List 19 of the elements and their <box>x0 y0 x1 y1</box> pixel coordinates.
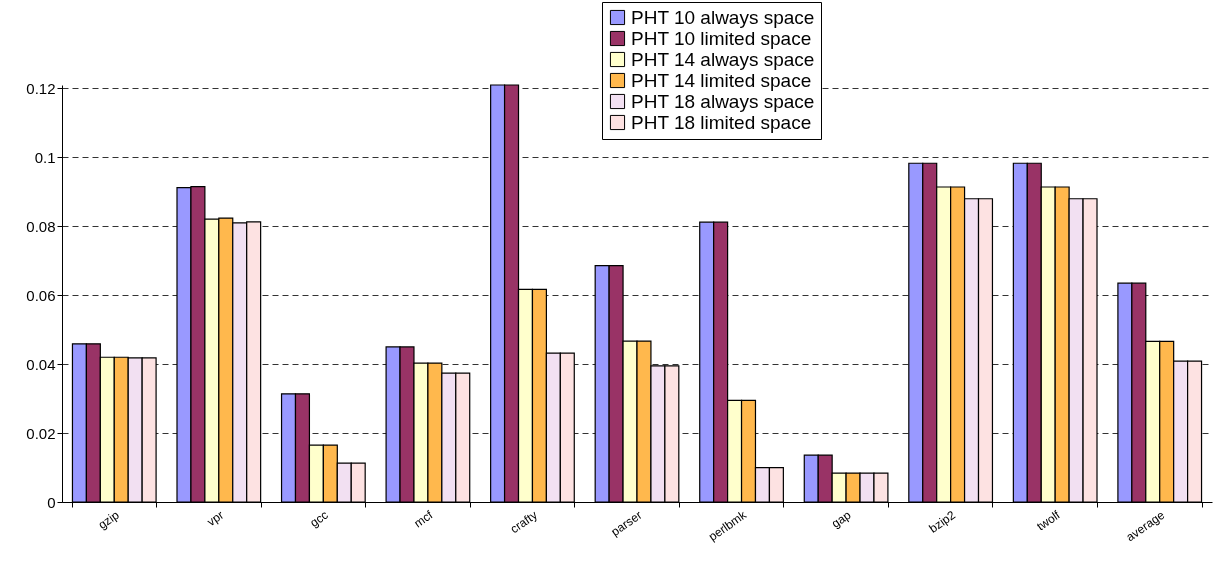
legend-label: PHT 10 always space <box>631 6 815 28</box>
y-tick-label: 0.12 <box>26 79 56 97</box>
x-tick-label: gcc <box>307 507 331 531</box>
legend-label: PHT 18 limited space <box>631 111 812 133</box>
y-tick-label: 0 <box>47 493 56 511</box>
x-tick-label: mcf <box>411 507 436 531</box>
x-tick-label: gap <box>829 507 854 531</box>
legend-label: PHT 14 always space <box>631 48 815 70</box>
y-tick-label: 0.1 <box>34 148 56 166</box>
legend-label: PHT 14 limited space <box>631 69 812 91</box>
x-tick-label: twolf <box>1034 507 1064 534</box>
legend-label: PHT 10 limited space <box>631 27 812 49</box>
y-tick-label: 0.08 <box>26 217 56 235</box>
x-tick-label: vpr <box>204 507 227 529</box>
x-tick-label: gzip <box>95 507 122 532</box>
legend-label: PHT 18 always space <box>631 90 815 112</box>
y-tick-label: 0.02 <box>26 424 56 442</box>
y-tick-label: 0.06 <box>26 286 56 304</box>
y-tick-label: 0.04 <box>26 355 56 373</box>
